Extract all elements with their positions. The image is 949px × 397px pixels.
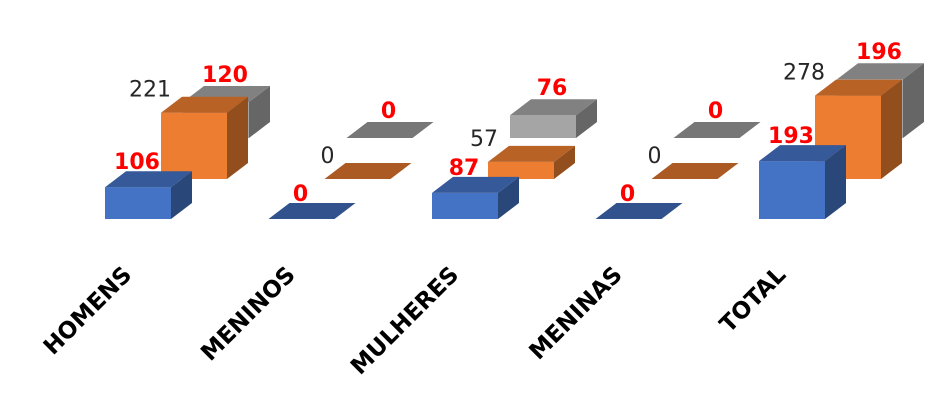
bar-top-face xyxy=(815,79,902,96)
x-tick-label: TOTAL xyxy=(715,262,791,338)
bar-meninos-s3 xyxy=(346,122,434,138)
bar-side-face xyxy=(249,86,270,138)
bar-top-face xyxy=(759,145,846,162)
data-label: 0 xyxy=(293,182,308,207)
bar-top-face xyxy=(105,171,192,188)
bar-side-face xyxy=(171,171,192,219)
data-label: 221 xyxy=(129,78,171,103)
data-label: 87 xyxy=(449,156,480,181)
bar-top-face xyxy=(510,99,597,116)
data-label: 0 xyxy=(708,99,723,124)
bar-front-face xyxy=(161,112,227,179)
data-label: 120 xyxy=(202,63,248,88)
bar-side-face xyxy=(903,63,924,139)
bar-top-face xyxy=(651,163,739,179)
bar-side-face xyxy=(576,99,597,138)
bar-top-face xyxy=(268,203,356,219)
bar-mulheres-s3 xyxy=(510,99,597,138)
bar-total-s1 xyxy=(759,145,846,219)
bar-side-face xyxy=(825,145,846,219)
data-label: 0 xyxy=(648,144,662,169)
data-label: 193 xyxy=(768,124,814,149)
bar-top-face xyxy=(673,122,761,138)
bar-meninos-s1 xyxy=(268,203,356,219)
bar-front-face xyxy=(510,115,576,138)
data-label: 76 xyxy=(537,76,568,101)
data-label: 106 xyxy=(114,150,160,175)
bar-meninos-s2 xyxy=(324,163,412,179)
bar-top-face xyxy=(595,203,683,219)
bar-top-face xyxy=(161,96,248,113)
bar-total-s2 xyxy=(815,79,902,179)
bar-top-face xyxy=(488,145,575,162)
bar-meninas-s2 xyxy=(651,163,739,179)
x-tick-label: MENINOS xyxy=(196,262,300,366)
bar-mulheres-s2 xyxy=(488,145,575,179)
data-label: 278 xyxy=(783,61,825,86)
bar-side-face xyxy=(554,145,575,179)
bar-front-face xyxy=(759,161,825,219)
bar-homens-s2 xyxy=(161,96,248,179)
bar-front-face xyxy=(488,161,554,179)
bar-front-face xyxy=(105,187,171,219)
data-label: 0 xyxy=(381,99,396,124)
bar-front-face xyxy=(432,192,498,219)
bar-meninas-s3 xyxy=(673,122,761,138)
data-label: 57 xyxy=(470,127,498,152)
bar-meninas-s1 xyxy=(595,203,683,219)
bar-top-face xyxy=(346,122,434,138)
bar-homens-s1 xyxy=(105,171,192,219)
bar-side-face xyxy=(227,96,248,179)
bar-top-face xyxy=(324,163,412,179)
bar-side-face xyxy=(498,176,519,219)
x-tick-label: MENINAS xyxy=(524,262,627,365)
x-tick-label: HOMENS xyxy=(39,262,137,360)
data-label: 196 xyxy=(856,40,902,65)
bar-top-face xyxy=(837,63,924,80)
data-label: 0 xyxy=(620,182,635,207)
bar-side-face xyxy=(881,79,902,179)
data-label: 0 xyxy=(321,144,335,169)
x-tick-label: MULHERES xyxy=(346,262,464,380)
bar-top-face xyxy=(432,176,519,193)
bar-mulheres-s1 xyxy=(432,176,519,219)
